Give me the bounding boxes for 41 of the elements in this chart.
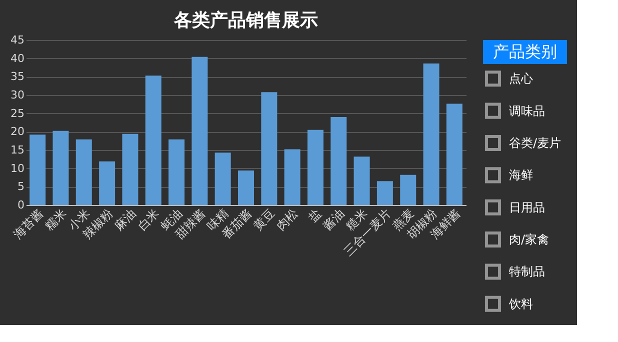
bar — [261, 92, 278, 205]
y-tick-label: 5 — [18, 180, 24, 194]
y-tick-label: 35 — [10, 70, 24, 84]
y-tick-label: 45 — [10, 34, 24, 46]
bar — [330, 117, 347, 205]
y-tick-label: 30 — [10, 88, 24, 102]
bar — [76, 139, 92, 205]
bar — [99, 161, 116, 205]
bar — [284, 149, 300, 205]
text: 饮料 — [508, 296, 533, 311]
y-tick-label: 0 — [18, 198, 24, 212]
bar — [168, 139, 185, 205]
y-tick-label: 15 — [10, 144, 24, 156]
text: 肉/家禽 — [509, 232, 550, 247]
bar — [122, 134, 138, 205]
text: 调味品 — [509, 104, 545, 118]
bar — [354, 156, 370, 205]
text: 谷类/麦片 — [509, 136, 562, 150]
y-tick-label: 40 — [10, 52, 24, 65]
bar — [423, 63, 440, 205]
bar — [145, 76, 162, 205]
text: 特制品 — [509, 264, 545, 279]
bar — [214, 152, 231, 205]
bar — [307, 130, 324, 205]
text: 点心 — [509, 72, 533, 86]
bar — [192, 56, 208, 205]
x-tick-label: 糯米 — [42, 206, 70, 233]
text: 海鲜 — [509, 168, 533, 182]
text: 日用品 — [509, 200, 545, 214]
bar — [30, 134, 46, 205]
bar — [446, 104, 462, 205]
y-tick-label: 25 — [10, 106, 24, 120]
text: 产品类别 — [493, 42, 557, 61]
y-tick-label: 10 — [10, 162, 24, 175]
chart-title: 各类产品销售展示 — [173, 10, 318, 31]
x-tick-label: 麻油 — [112, 206, 139, 233]
bar — [400, 174, 416, 205]
bar — [376, 181, 393, 205]
bar — [52, 130, 69, 205]
bar — [238, 170, 254, 205]
y-tick-label: 20 — [10, 125, 24, 138]
